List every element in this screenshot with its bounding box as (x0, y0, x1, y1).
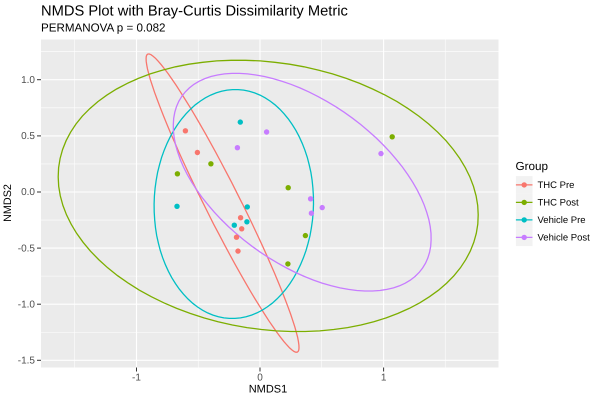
svg-text:THC Pre: THC Pre (538, 180, 575, 191)
svg-text:Vehicle Pre: Vehicle Pre (538, 215, 586, 226)
svg-text:THC Post: THC Post (538, 197, 580, 208)
svg-text:-1.5: -1.5 (18, 356, 36, 367)
svg-text:0: 0 (257, 373, 263, 384)
svg-text:0.0: 0.0 (21, 187, 35, 198)
svg-text:0.5: 0.5 (21, 131, 35, 142)
svg-text:-1: -1 (132, 373, 141, 384)
svg-text:Vehicle Post: Vehicle Post (538, 232, 591, 243)
svg-text:1: 1 (381, 373, 387, 384)
svg-text:PERMANOVA p = 0.082: PERMANOVA p = 0.082 (41, 21, 165, 34)
svg-text:Group: Group (516, 160, 549, 173)
svg-text:NMDS2: NMDS2 (2, 184, 14, 222)
svg-text:-1.0: -1.0 (18, 299, 36, 310)
svg-text:NMDS Plot with Bray-Curtis Dis: NMDS Plot with Bray-Curtis Dissimilarity… (41, 3, 348, 19)
svg-text:-0.5: -0.5 (18, 243, 36, 254)
svg-text:1.0: 1.0 (21, 75, 35, 86)
svg-text:NMDS1: NMDS1 (249, 384, 288, 396)
